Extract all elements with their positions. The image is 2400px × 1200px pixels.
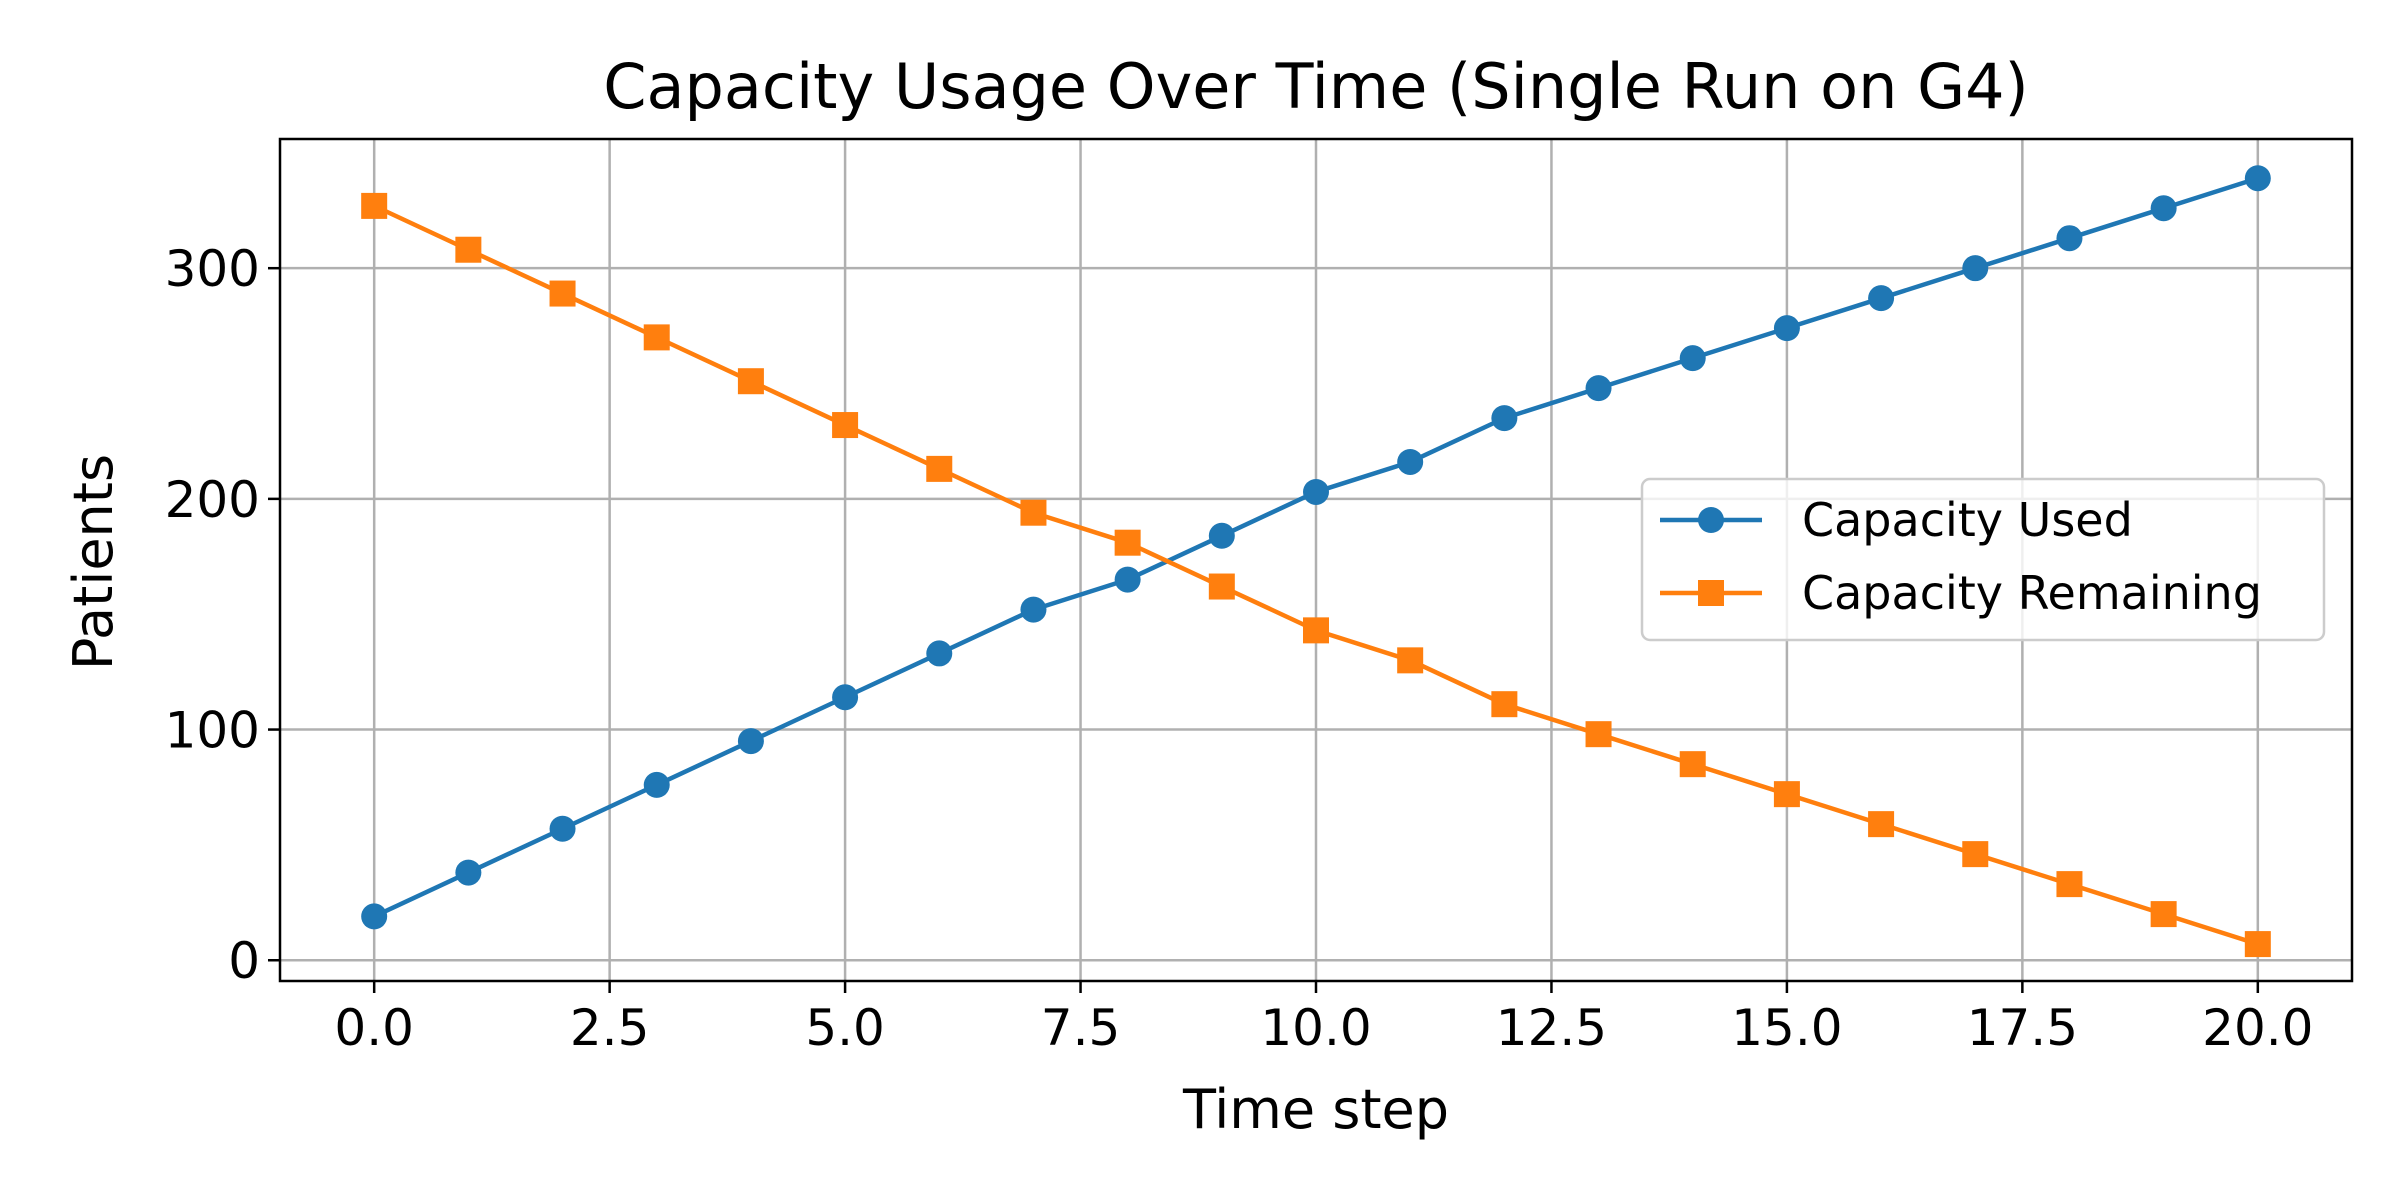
data-point [1115, 567, 1141, 593]
x-axis-label: Time step [1182, 1078, 1449, 1141]
data-point [1397, 449, 1423, 475]
data-point [1115, 530, 1141, 556]
data-point [1868, 811, 1894, 837]
data-point [1303, 617, 1329, 643]
x-tick-label: 15.0 [1731, 999, 1842, 1057]
data-point [1491, 405, 1517, 431]
data-point [1020, 500, 1046, 526]
data-point [926, 640, 952, 666]
chart-title: Capacity Usage Over Time (Single Run on … [603, 50, 2029, 123]
x-tick-label: 17.5 [1967, 999, 2078, 1057]
y-tick-label: 200 [165, 471, 260, 529]
x-tick-label: 12.5 [1496, 999, 1607, 1057]
data-point [1586, 721, 1612, 747]
data-point [550, 281, 576, 307]
data-point [738, 728, 764, 754]
y-axis-label: Patients [62, 454, 125, 670]
data-point [2056, 225, 2082, 251]
data-point [644, 772, 670, 798]
legend: Capacity Used Capacity Remaining [1642, 479, 2324, 640]
data-point [1774, 781, 1800, 807]
data-point [2245, 165, 2271, 191]
y-tick-label: 100 [165, 702, 260, 760]
data-point [455, 860, 481, 886]
x-tick-label: 20.0 [2202, 999, 2313, 1057]
data-point [361, 193, 387, 219]
x-tick-label: 0.0 [334, 999, 414, 1057]
data-point [2245, 931, 2271, 957]
legend-marker-capacity-remaining [1698, 580, 1724, 606]
data-point [1397, 647, 1423, 673]
data-point [1209, 523, 1235, 549]
y-tick-label: 300 [165, 240, 260, 298]
data-point [926, 456, 952, 482]
x-tick-label: 10.0 [1260, 999, 1371, 1057]
data-point [832, 412, 858, 438]
data-point [1209, 574, 1235, 600]
data-point [1020, 597, 1046, 623]
data-point [1586, 375, 1612, 401]
axis-ticks: 0.0 2.5 5.0 7.5 10.0 12.5 15.0 17.5 20.0 0 100 200 3… [165, 240, 2314, 1057]
legend-label-capacity-remaining: Capacity Remaining [1802, 566, 2262, 620]
data-point [550, 816, 576, 842]
data-point [1868, 285, 1894, 311]
data-point [1303, 479, 1329, 505]
y-tick-label: 0 [228, 932, 260, 990]
data-point [1680, 345, 1706, 371]
data-point [455, 237, 481, 263]
data-point [2151, 195, 2177, 221]
legend-label-capacity-used: Capacity Used [1802, 493, 2133, 547]
legend-marker-capacity-used [1698, 507, 1724, 533]
data-point [1774, 315, 1800, 341]
data-point [1680, 751, 1706, 777]
data-point [1962, 255, 1988, 281]
data-point [2056, 871, 2082, 897]
data-point [1962, 841, 1988, 867]
data-point [832, 684, 858, 710]
data-point [644, 324, 670, 350]
x-tick-label: 2.5 [570, 999, 650, 1057]
data-point [738, 368, 764, 394]
x-tick-label: 5.0 [805, 999, 885, 1057]
x-tick-label: 7.5 [1041, 999, 1121, 1057]
data-point [1491, 691, 1517, 717]
data-point [361, 903, 387, 929]
data-point [2151, 901, 2177, 927]
